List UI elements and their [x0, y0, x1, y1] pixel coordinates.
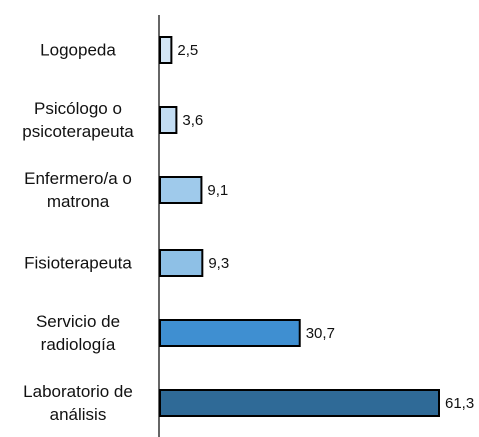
category-label: Laboratorio de análisis	[23, 382, 133, 424]
bar	[159, 106, 178, 134]
value-label: 3,6	[182, 112, 203, 129]
bar	[159, 389, 440, 417]
bar	[159, 319, 301, 347]
bar	[159, 249, 204, 277]
category-label: Fisioterapeuta	[24, 253, 132, 273]
category-label: Enfermero/a o matrona	[24, 169, 132, 211]
bar	[159, 36, 173, 64]
category-label: Psicólogo o psicoterapeuta	[22, 99, 134, 141]
bar	[159, 176, 203, 204]
value-label: 30,7	[306, 325, 335, 342]
value-label: 9,3	[208, 255, 229, 272]
category-label: Logopeda	[40, 40, 116, 60]
value-label: 9,1	[207, 182, 228, 199]
category-label: Servicio de radiología	[35, 312, 121, 354]
value-label: 2,5	[177, 42, 198, 59]
value-label: 61,3	[445, 395, 474, 412]
